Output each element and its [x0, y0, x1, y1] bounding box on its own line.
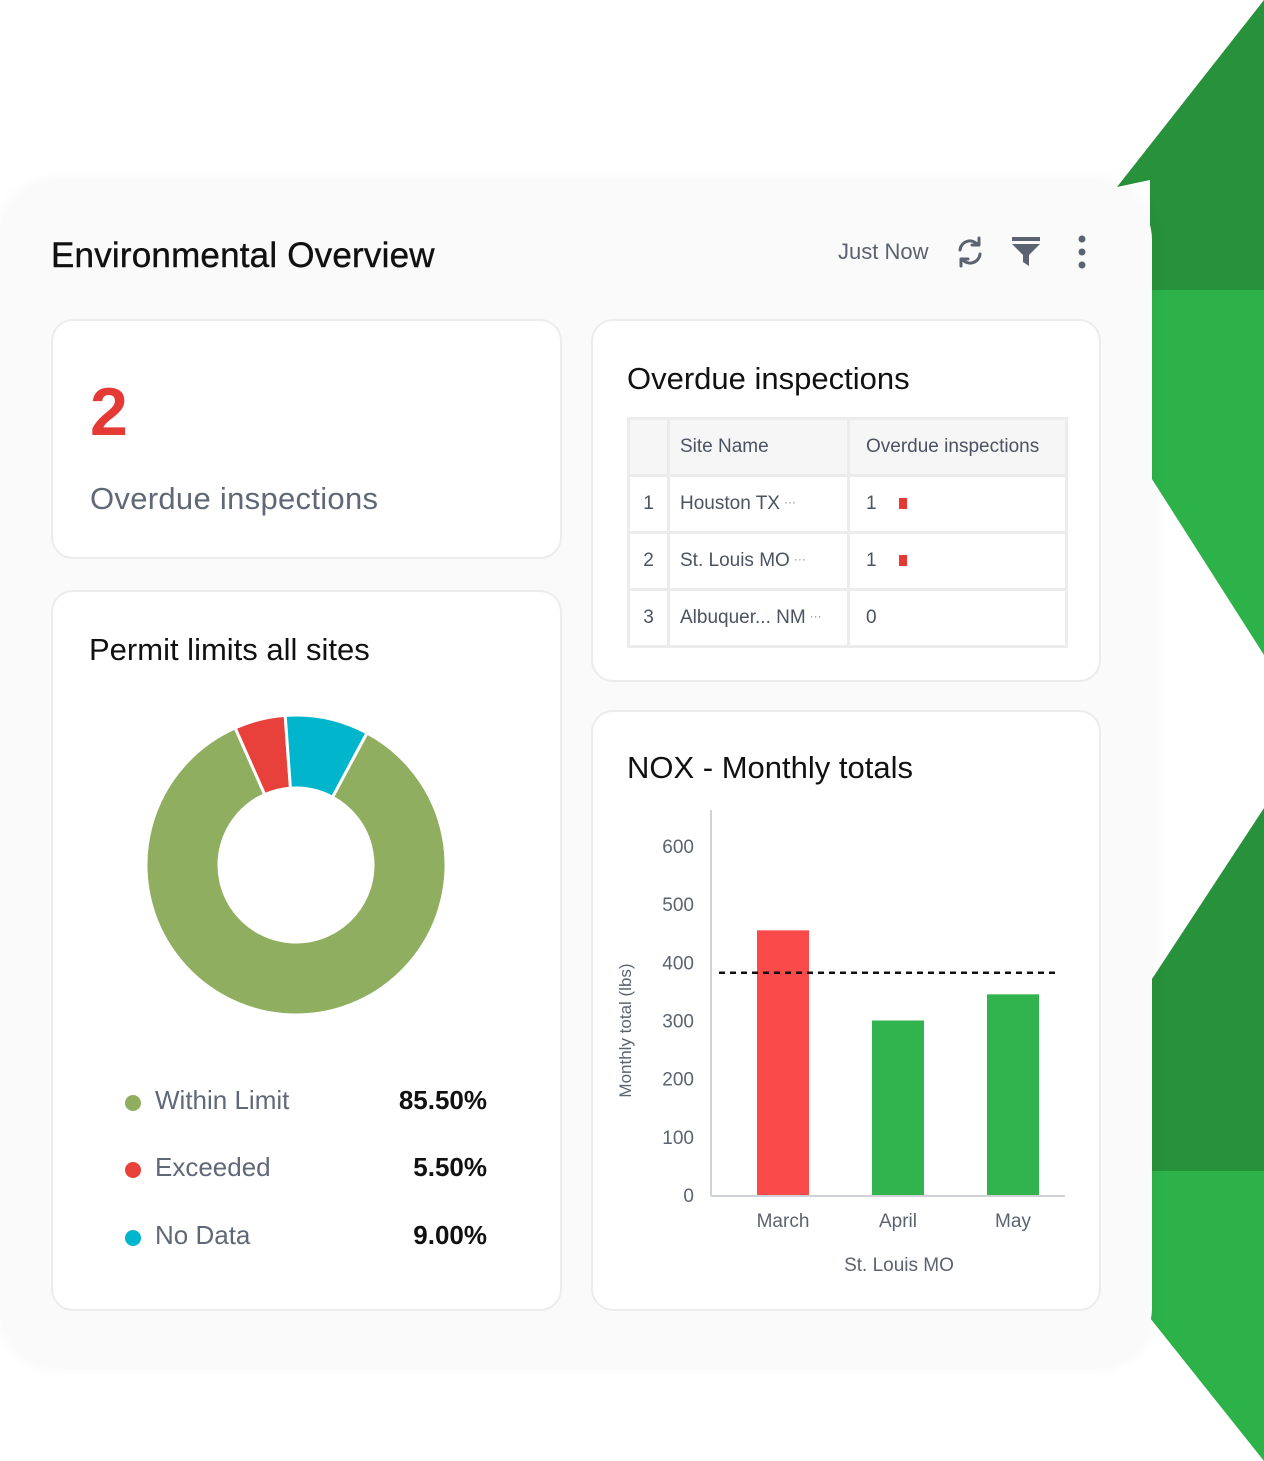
y-tick-label: 100 [662, 1128, 694, 1149]
kpi-card[interactable]: 2 Overdue inspections [51, 319, 562, 559]
table-row[interactable]: 2 St. Louis MO ··· 1 [627, 531, 1068, 591]
row-count: 0 [847, 588, 1068, 648]
y-tick-label: 400 [662, 953, 694, 974]
slice-within-limit[interactable] [145, 725, 447, 1016]
count-value: 0 [866, 607, 877, 628]
legend-item-no-data[interactable]: No Data 9.00% [125, 1220, 487, 1256]
y-tick-label: 300 [662, 1012, 694, 1033]
overdue-flag-icon [898, 555, 907, 566]
row-site: St. Louis MO ··· [667, 531, 850, 591]
table-header-count[interactable]: Overdue inspections [847, 417, 1068, 477]
legend-value: 5.50% [413, 1152, 487, 1182]
x-tick-label: March [757, 1211, 810, 1232]
site-name: Houston TX [680, 493, 780, 514]
table-row[interactable]: 3 Albuquer... NM ··· 0 [627, 588, 1068, 648]
nox-card: NOX - Monthly totals 0 100 200 300 400 500 600… [591, 710, 1101, 1311]
x-tick-label: May [995, 1211, 1031, 1232]
card-title: Overdue inspections [627, 361, 910, 396]
overdue-flag-icon [898, 498, 907, 509]
y-tick-label: 0 [683, 1186, 694, 1207]
refresh-icon[interactable] [955, 236, 985, 268]
overdue-table-card: Overdue inspections Site Name Overdue in… [591, 319, 1101, 682]
ellipsis-icon: ··· [793, 552, 806, 566]
donut-chart[interactable] [145, 714, 447, 1016]
site-name: St. Louis MO [680, 550, 790, 571]
site-name: Albuquer... NM [680, 607, 806, 628]
kpi-value: 2 [90, 374, 128, 450]
page-title: Environmental Overview [51, 236, 435, 275]
kpi-label: Overdue inspections [90, 481, 379, 516]
row-index: 3 [627, 588, 670, 648]
bar-april[interactable] [872, 1020, 924, 1196]
card-title: Permit limits all sites [89, 632, 370, 667]
more-vertical-icon[interactable] [1074, 234, 1090, 270]
legend-value: 85.50% [398, 1085, 487, 1115]
count-value: 1 [866, 550, 877, 571]
count-value: 1 [866, 493, 877, 514]
legend-item-within-limit[interactable]: Within Limit 85.50% [125, 1085, 487, 1121]
filter-icon[interactable] [1011, 236, 1041, 268]
row-count: 1 [847, 531, 1068, 591]
x-tick-label: April [879, 1211, 917, 1232]
legend-dot [125, 1095, 141, 1111]
y-tick-label: 600 [662, 837, 694, 858]
table-header-index [627, 417, 670, 477]
x-axis-title: St. Louis MO [844, 1255, 954, 1276]
table-row[interactable]: 1 Houston TX ··· 1 [627, 474, 1068, 534]
bar-may[interactable] [987, 994, 1039, 1195]
legend-value: 9.00% [413, 1220, 487, 1250]
card-title: NOX - Monthly totals [627, 750, 913, 785]
y-tick-label: 500 [662, 895, 694, 916]
legend-dot [125, 1162, 141, 1178]
ellipsis-icon: ··· [783, 495, 796, 509]
legend-label: Within Limit [155, 1085, 290, 1115]
ellipsis-icon: ··· [809, 609, 822, 623]
overdue-table: Site Name Overdue inspections 1 Houston … [627, 417, 1068, 648]
table-header-row: Site Name Overdue inspections [627, 417, 1068, 477]
legend-label: No Data [155, 1220, 251, 1250]
row-site: Houston TX ··· [667, 474, 850, 534]
slice-no-data[interactable] [283, 714, 370, 800]
row-index: 1 [627, 474, 670, 534]
bar-chart[interactable]: 0 100 200 300 400 500 600 March April May St. Loui… [593, 802, 1099, 1292]
permit-card: Permit limits all sites Within Limit 85.… [51, 590, 562, 1311]
y-axis-title: Monthly total (lbs) [616, 963, 635, 1097]
legend-dot [125, 1230, 141, 1246]
legend-item-exceeded[interactable]: Exceeded 5.50% [125, 1152, 487, 1188]
legend-label: Exceeded [155, 1152, 271, 1182]
y-tick-label: 200 [662, 1070, 694, 1091]
row-index: 2 [627, 531, 670, 591]
table-header-site[interactable]: Site Name [667, 417, 850, 477]
bar-march[interactable] [757, 930, 809, 1195]
last-refreshed-label: Just Now [838, 239, 929, 264]
row-site: Albuquer... NM ··· [667, 588, 850, 648]
row-count: 1 [847, 474, 1068, 534]
